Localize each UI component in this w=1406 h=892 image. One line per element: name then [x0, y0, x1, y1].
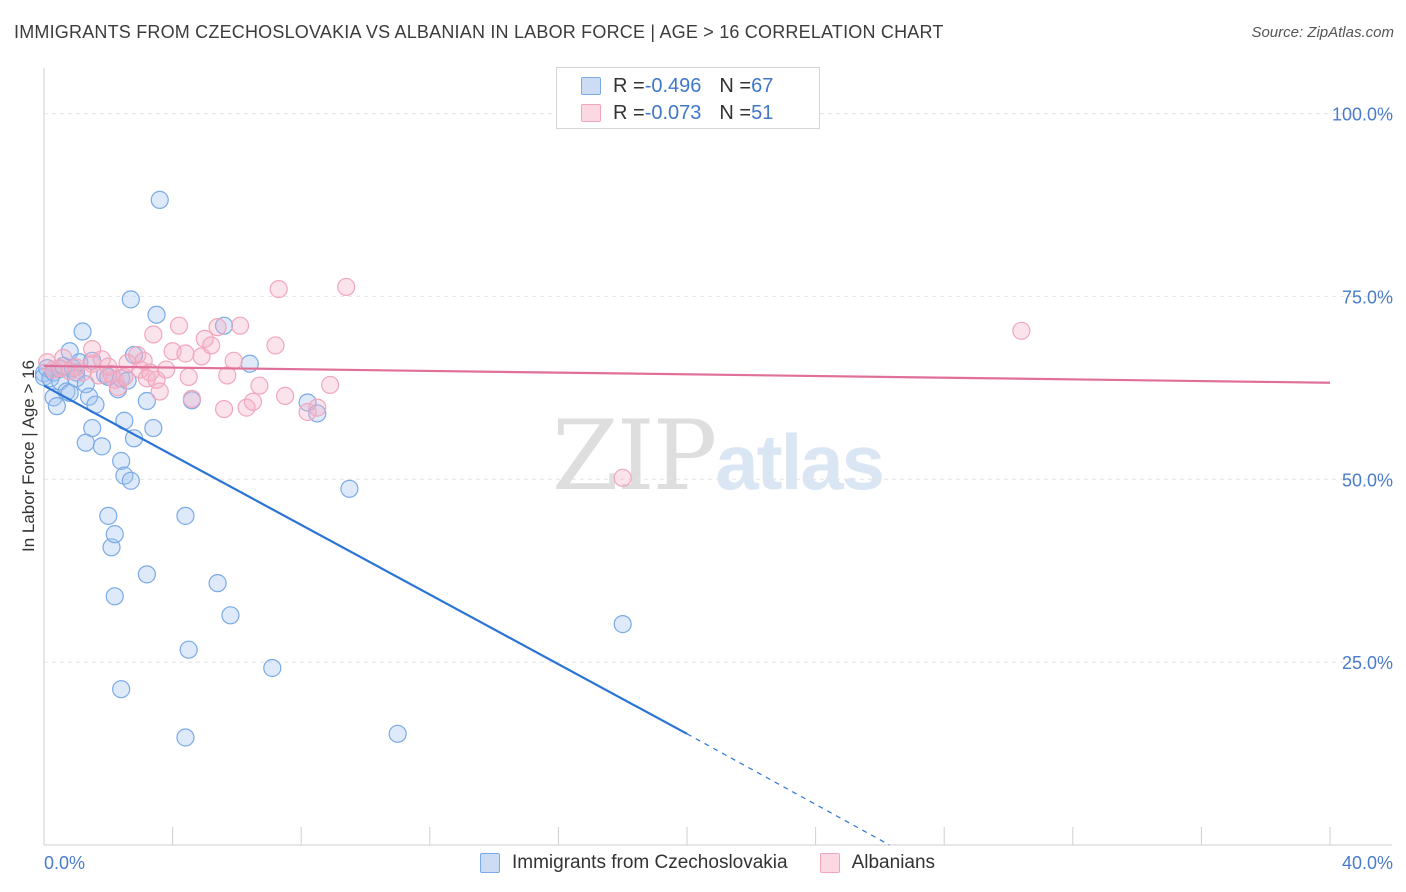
legend-row-albanians: R = -0.073 N = 51: [581, 100, 773, 126]
point-czechoslovakia: [105, 525, 124, 544]
correlation-legend: R = -0.496 N = 67 R = -0.073 N = 51: [556, 67, 820, 129]
point-czechoslovakia: [147, 305, 166, 324]
point-czechoslovakia: [613, 615, 632, 634]
point-albanians: [208, 318, 227, 337]
point-albanians: [54, 348, 73, 367]
point-albanians: [298, 402, 317, 422]
point-czechoslovakia: [208, 574, 227, 593]
series-legend: Immigrants from Czechoslovakia Albanians: [480, 852, 935, 874]
point-albanians: [92, 350, 111, 369]
point-czechoslovakia: [137, 391, 156, 411]
point-czechoslovakia: [83, 418, 102, 438]
point-albanians: [1012, 321, 1031, 340]
point-albanians: [214, 399, 234, 419]
point-czechoslovakia: [121, 290, 140, 309]
y-tick-label: 50.0%: [1342, 470, 1393, 490]
y-axis-label: In Labor Force | Age > 16: [19, 360, 38, 552]
legend-swatch-pink: [581, 104, 601, 122]
point-albanians: [150, 382, 169, 401]
point-czechoslovakia: [137, 565, 156, 584]
x-tick-label: 0.0%: [44, 853, 85, 873]
legend-label-czechoslovakia: Immigrants from Czechoslovakia: [512, 852, 788, 873]
legend-r-label: R =: [613, 101, 645, 124]
point-albanians: [134, 351, 153, 370]
point-czechoslovakia: [214, 316, 234, 335]
point-czechoslovakia: [112, 451, 131, 471]
legend-n-value: 51: [751, 101, 774, 124]
point-czechoslovakia: [308, 404, 327, 423]
point-czechoslovakia: [92, 437, 111, 456]
trendline-czechoslovakia: [43, 384, 688, 735]
point-albanians: [182, 389, 201, 408]
point-albanians: [250, 376, 269, 395]
point-albanians: [613, 468, 632, 487]
legend-n-label: N =: [719, 74, 752, 97]
point-czechoslovakia: [73, 322, 92, 341]
point-albanians: [269, 280, 288, 299]
legend-label-albanians: Albanians: [851, 852, 936, 873]
point-albanians: [337, 277, 356, 297]
point-czechoslovakia: [144, 418, 163, 438]
trendline-albanians: [43, 364, 1331, 384]
point-czechoslovakia: [150, 190, 169, 209]
legend-swatch-czechoslovakia: [480, 853, 500, 873]
y-tick-label: 25.0%: [1342, 653, 1393, 673]
legend-n-label: N =: [719, 101, 752, 124]
point-albanians: [276, 386, 295, 406]
point-albanians: [224, 351, 243, 370]
point-albanians: [179, 367, 198, 386]
point-czechoslovakia: [388, 724, 407, 743]
point-albanians: [102, 364, 121, 384]
y-tick-label: 75.0%: [1342, 287, 1393, 307]
legend-swatch-blue: [581, 77, 601, 95]
watermark: ZIPatlas: [552, 400, 885, 512]
point-albanians: [195, 329, 214, 348]
point-albanians: [243, 392, 263, 411]
x-tick-label: 40.0%: [1342, 853, 1393, 873]
point-czechoslovakia: [47, 397, 66, 416]
point-albanians: [202, 336, 221, 355]
y-tick-label: 100.0%: [1332, 105, 1393, 125]
legend-r-label: R =: [613, 74, 645, 97]
chart-title: IMMIGRANTS FROM CZECHOSLOVAKIA VS ALBANI…: [14, 22, 944, 42]
point-czechoslovakia: [263, 658, 282, 678]
point-czechoslovakia: [340, 479, 359, 498]
chart-source: Source: ZipAtlas.com: [1251, 24, 1394, 41]
point-albanians: [137, 369, 156, 388]
point-czechoslovakia: [179, 640, 198, 659]
legend-r-value: -0.073: [644, 101, 702, 124]
point-albanians: [321, 375, 340, 395]
point-czechoslovakia: [176, 506, 195, 525]
point-czechoslovakia: [105, 587, 124, 606]
point-czechoslovakia: [112, 680, 131, 699]
point-czechoslovakia: [121, 471, 140, 490]
point-albanians: [176, 344, 195, 363]
legend-r-value: -0.496: [644, 74, 702, 97]
watermark-atlas: atlas: [715, 418, 885, 506]
point-czechoslovakia: [176, 728, 195, 747]
legend-row-czechoslovakia: R = -0.496 N = 67: [581, 73, 773, 99]
point-czechoslovakia: [221, 606, 240, 625]
legend-swatch-albanians: [819, 853, 840, 873]
point-albanians: [266, 336, 285, 355]
legend-n-value: 67: [751, 74, 774, 97]
trendline-extension-czechoslovakia: [686, 733, 890, 846]
watermark-zip: ZIP: [552, 400, 717, 512]
point-albanians: [231, 316, 250, 335]
point-albanians: [169, 316, 189, 335]
point-albanians: [144, 325, 163, 344]
point-czechoslovakia: [99, 506, 118, 525]
point-albanians: [308, 398, 327, 417]
point-albanians: [157, 360, 176, 379]
